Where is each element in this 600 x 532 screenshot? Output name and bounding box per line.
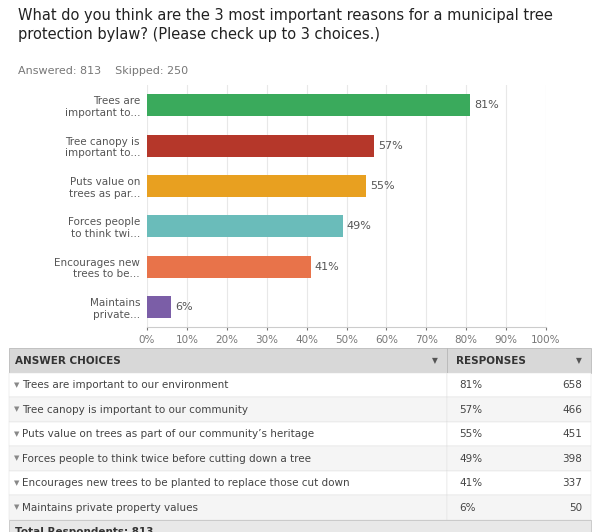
Text: 57%: 57% <box>459 405 482 414</box>
Text: RESPONSES: RESPONSES <box>456 356 526 365</box>
Text: ▼: ▼ <box>432 356 438 365</box>
Text: Total Respondents: 813: Total Respondents: 813 <box>15 527 154 532</box>
Text: 6%: 6% <box>459 503 476 512</box>
Text: Encourages new trees to be planted to replace those cut down: Encourages new trees to be planted to re… <box>22 478 350 488</box>
Text: 81%: 81% <box>459 380 482 390</box>
Text: Tree canopy is important to our community: Tree canopy is important to our communit… <box>22 405 248 414</box>
Text: ▼: ▼ <box>14 504 19 511</box>
Text: 49%: 49% <box>347 221 371 231</box>
Text: 337: 337 <box>562 478 582 488</box>
Text: 55%: 55% <box>459 429 482 439</box>
Text: Forces people to think twice before cutting down a tree: Forces people to think twice before cutt… <box>22 454 311 463</box>
Text: 398: 398 <box>562 454 582 463</box>
Text: 451: 451 <box>562 429 582 439</box>
Text: Puts value on trees as part of our community’s heritage: Puts value on trees as part of our commu… <box>22 429 314 439</box>
Text: ANSWER CHOICES: ANSWER CHOICES <box>15 356 121 365</box>
Text: Trees are important to our environment: Trees are important to our environment <box>22 380 229 390</box>
Text: ▼: ▼ <box>576 356 582 365</box>
Text: 41%: 41% <box>459 478 482 488</box>
Text: ▼: ▼ <box>14 431 19 437</box>
Bar <box>147 215 343 237</box>
Text: 55%: 55% <box>370 181 395 191</box>
Text: ▼: ▼ <box>14 480 19 486</box>
Text: 81%: 81% <box>474 101 499 110</box>
Bar <box>147 94 470 117</box>
Text: 50: 50 <box>569 503 582 512</box>
Text: ▼: ▼ <box>14 382 19 388</box>
Text: ▼: ▼ <box>14 455 19 462</box>
Bar <box>147 175 367 197</box>
Text: What do you think are the 3 most important reasons for a municipal tree
protecti: What do you think are the 3 most importa… <box>18 8 553 41</box>
Bar <box>147 255 311 278</box>
Text: 658: 658 <box>562 380 582 390</box>
Text: 49%: 49% <box>459 454 482 463</box>
Bar <box>147 296 171 318</box>
Bar <box>147 135 374 157</box>
Text: 466: 466 <box>562 405 582 414</box>
Text: 6%: 6% <box>175 302 193 312</box>
Text: 57%: 57% <box>379 140 403 151</box>
Text: Maintains private property values: Maintains private property values <box>22 503 198 512</box>
Text: Answered: 813    Skipped: 250: Answered: 813 Skipped: 250 <box>18 66 188 77</box>
Text: ▼: ▼ <box>14 406 19 413</box>
Text: 41%: 41% <box>314 262 340 272</box>
